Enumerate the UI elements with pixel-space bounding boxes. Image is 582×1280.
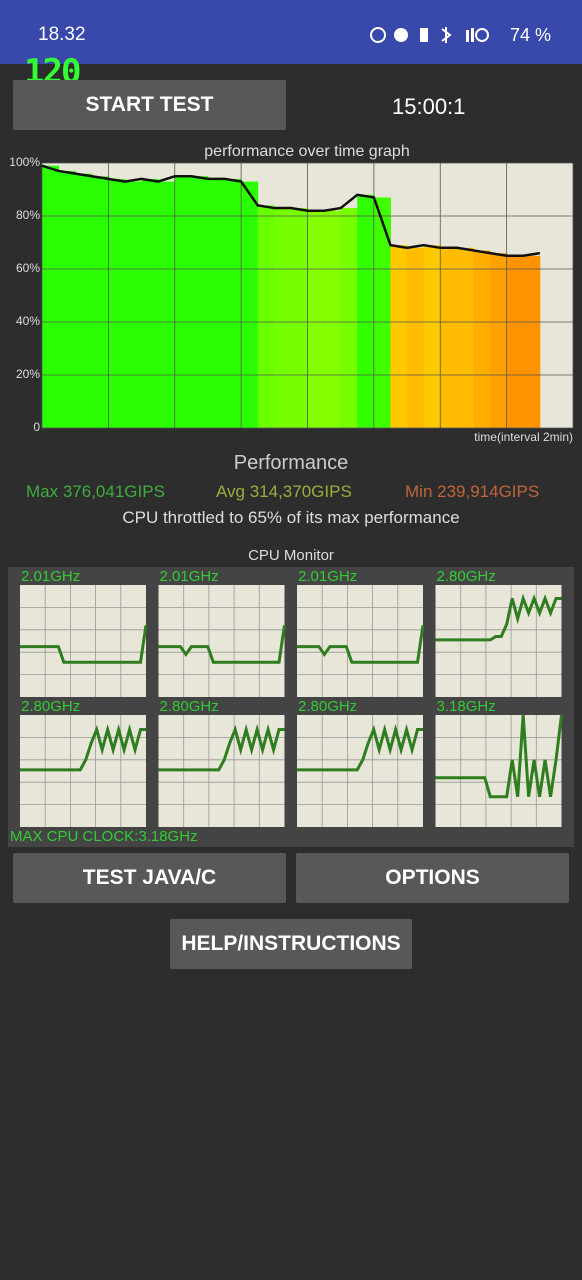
core-frequency: 2.80GHz	[437, 568, 496, 585]
y-tick-label: 20%	[16, 367, 40, 381]
area-strip	[91, 176, 109, 428]
area-strip	[42, 165, 60, 428]
area-strip	[506, 255, 524, 428]
area-strip	[390, 245, 408, 428]
battery-level: 74 %	[510, 25, 552, 45]
max-performance: Max 376,041GIPS	[26, 482, 165, 501]
performance-line	[41, 164, 541, 257]
status-bar	[0, 0, 582, 64]
summary-heading: Performance	[233, 452, 349, 474]
status-time: 18.32	[38, 24, 86, 45]
core-panel	[158, 585, 285, 697]
area-strip	[357, 194, 375, 428]
area-strip	[473, 250, 491, 428]
area-strip	[290, 208, 308, 428]
area-strip	[141, 178, 159, 428]
core-frequency: 3.18GHz	[437, 698, 496, 715]
core-line	[297, 625, 425, 664]
cpu-monitor: MAX CPU CLOCK:3.18GHz 2.01GHz 2.01GHz 2.01…	[8, 567, 574, 847]
avg-performance: Avg 314,370GIPS	[216, 482, 352, 501]
y-tick-label: 60%	[16, 261, 40, 275]
core-line	[435, 593, 562, 642]
timer: 15:00:1	[392, 94, 466, 119]
area-strip	[373, 197, 391, 428]
area-strip	[407, 247, 425, 428]
core-frequency: 2.80GHz	[160, 698, 219, 715]
core-frequency: 2.80GHz	[298, 698, 357, 715]
performance-graph: performance over time graph time(interva…	[9, 143, 574, 444]
area-strip	[75, 173, 93, 428]
area-strip	[191, 176, 209, 428]
min-performance: Min 239,914GIPS	[405, 482, 540, 501]
core-frequency: 2.01GHz	[160, 568, 219, 585]
core-line	[297, 723, 423, 772]
help-button[interactable]: HELP/INSTRUCTIONS	[170, 919, 412, 969]
cpu-monitor-title: CPU Monitor	[248, 547, 334, 564]
area-strip	[207, 178, 226, 428]
x-axis-label: time(interval 2min)	[474, 430, 573, 444]
core-line	[435, 714, 563, 799]
start-test-button[interactable]: START TEST	[13, 80, 286, 130]
core-frequency: 2.01GHz	[21, 568, 80, 585]
area-strip	[224, 178, 242, 428]
area-strip	[456, 247, 474, 428]
area-strip	[307, 210, 325, 428]
area-strip	[440, 247, 458, 428]
area-strip	[423, 245, 441, 428]
area-strip	[340, 208, 358, 428]
graph-title: performance over time graph	[204, 143, 409, 160]
y-tick-label: 80%	[16, 208, 40, 222]
core-frequency: 2.80GHz	[21, 698, 80, 715]
core-line	[158, 723, 285, 772]
core-panel	[297, 585, 423, 697]
area-strip	[490, 253, 508, 428]
y-tick-label: 40%	[16, 314, 40, 328]
core-line	[158, 625, 286, 664]
status-icons	[370, 26, 490, 44]
area-strip	[158, 181, 176, 428]
core-frequency: 2.01GHz	[298, 568, 357, 585]
area-strip	[241, 181, 259, 428]
area-strip	[108, 178, 126, 428]
test-java-c-button[interactable]: TEST JAVA/C	[13, 853, 286, 903]
area-strip	[274, 208, 292, 428]
area-strip	[523, 255, 541, 428]
area-strip	[257, 205, 275, 428]
options-button[interactable]: OPTIONS	[296, 853, 569, 903]
max-cpu-clock: MAX CPU CLOCK:3.18GHz	[10, 828, 198, 845]
area-strip	[174, 176, 192, 428]
y-tick-label: 0	[33, 420, 40, 434]
area-strip	[58, 170, 76, 428]
area-strip	[324, 210, 342, 428]
y-tick-label: 100%	[9, 155, 40, 169]
core-panel	[20, 585, 146, 697]
throttle-text: CPU throttled to 65% of its max performa…	[122, 508, 460, 527]
icons	[370, 27, 489, 43]
core-line	[20, 625, 148, 664]
area-strip	[124, 181, 143, 428]
core-panel	[435, 715, 562, 827]
core-line	[20, 723, 146, 772]
